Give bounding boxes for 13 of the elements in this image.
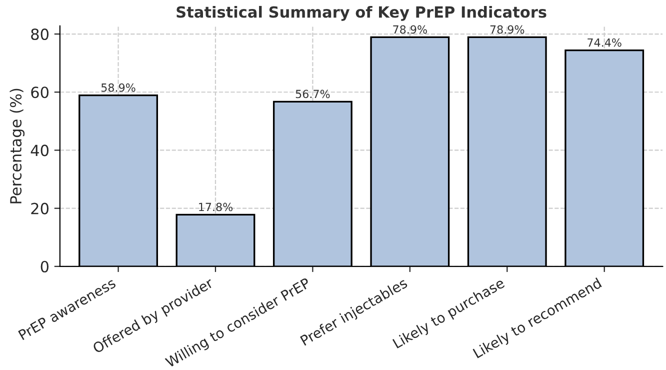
y-axis-title: Percentage (%) bbox=[10, 88, 25, 204]
data-label: 58.9% bbox=[101, 83, 136, 92]
data-label: 78.9% bbox=[490, 25, 524, 34]
data-label: 17.8% bbox=[199, 202, 233, 212]
data-label: 78.9% bbox=[393, 25, 427, 34]
y-tick-label: 60 bbox=[31, 86, 49, 98]
y-tick-label: 40 bbox=[30, 144, 49, 156]
data-label: 56.7% bbox=[296, 90, 330, 98]
y-tick-label: 20 bbox=[31, 202, 49, 214]
chart-title: Statistical Summary of Key PrEP Indicators bbox=[176, 6, 546, 21]
y-tick-label: 0 bbox=[40, 260, 49, 272]
data-label: 74.4% bbox=[588, 38, 622, 47]
y-tick-label: 80 bbox=[31, 28, 49, 40]
